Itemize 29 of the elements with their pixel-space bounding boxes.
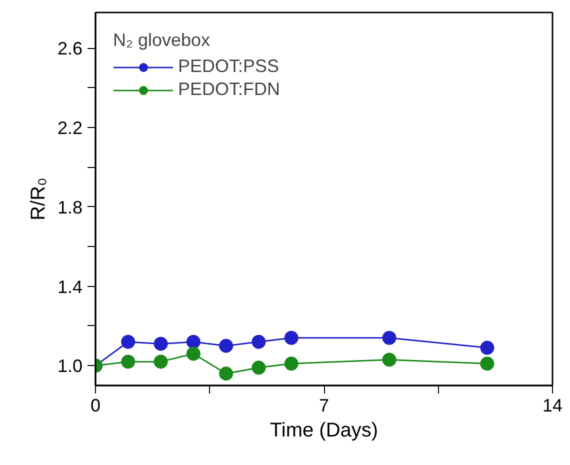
- point: [121, 334, 136, 349]
- y-tick-label: 1.0: [57, 356, 83, 376]
- legend-label: PEDOT:FDN: [178, 79, 280, 100]
- point: [284, 330, 298, 345]
- point: [284, 356, 298, 371]
- point: [219, 338, 234, 353]
- y-tick-label: 2.6: [57, 38, 83, 59]
- point: [480, 340, 494, 355]
- point: [219, 366, 234, 381]
- y-tick-label: 1.8: [57, 197, 83, 218]
- point: [252, 334, 266, 349]
- point: [154, 336, 168, 351]
- point: [382, 330, 396, 345]
- x-tick-label: 0: [90, 396, 101, 416]
- point: [186, 346, 200, 361]
- point: [480, 356, 494, 371]
- y-tick-label: 2.2: [57, 118, 83, 138]
- point: [252, 360, 266, 375]
- x-tick-label: 7: [318, 396, 330, 416]
- y-tick-label: 1.4: [57, 276, 83, 297]
- x-tick-label: 14: [542, 396, 563, 416]
- point: [154, 354, 168, 369]
- y-axis-title: R/R₀: [27, 178, 50, 220]
- point: [121, 354, 136, 369]
- legend-label: PEDOT:PSS: [178, 56, 280, 77]
- point: [186, 334, 200, 349]
- legend-title: N₂ glovebox: [113, 30, 212, 51]
- point: [382, 352, 396, 367]
- x-axis-title: Time (Days): [270, 420, 378, 442]
